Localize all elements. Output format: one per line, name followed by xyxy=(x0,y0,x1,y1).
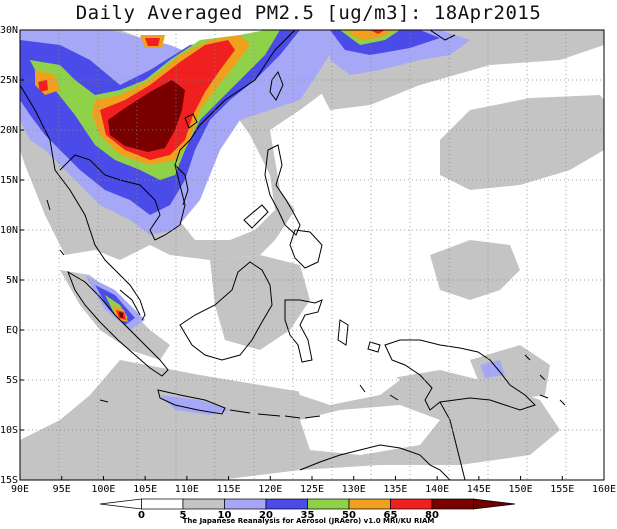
latitude-labels: 30N 25N 20N 15N 10N 5N EQ 5S 10S 15S xyxy=(0,25,24,486)
colorbar: 0 5 10 20 35 50 65 80 xyxy=(99,498,516,521)
colorbar-label: 10 xyxy=(218,510,232,521)
lat-label-10n: 10N xyxy=(0,225,18,236)
lon-label-160e: 160E xyxy=(592,484,616,495)
lon-label-125e: 125E xyxy=(300,484,324,495)
lat-label-25n: 25N xyxy=(0,75,18,86)
map-title: Daily Averaged PM2.5 [ug/m3]: 18Apr2015 xyxy=(75,2,542,24)
lon-label-100e: 100E xyxy=(91,484,115,495)
lat-label-20n: 20N xyxy=(0,125,18,136)
concentration-field xyxy=(20,30,604,480)
grey-haze-ne xyxy=(440,95,604,190)
lon-label-130e: 130E xyxy=(342,484,366,495)
grey-haze-se xyxy=(470,345,550,400)
colorbar-label: 35 xyxy=(301,510,315,521)
grey-haze-borneo xyxy=(210,255,310,350)
lat-label-eq: EQ xyxy=(6,325,18,336)
colorbar-swatch xyxy=(265,498,308,510)
lon-label-120e: 120E xyxy=(258,484,282,495)
colorbar-label: 50 xyxy=(342,510,356,521)
clean-air-banda xyxy=(300,405,440,455)
grey-haze-east xyxy=(430,240,520,300)
colorbar-label: 20 xyxy=(259,510,273,521)
lon-label-155e: 155E xyxy=(550,484,574,495)
graticule xyxy=(20,30,604,480)
lat-label-10s: 10S xyxy=(0,425,18,436)
colorbar-label: 80 xyxy=(425,510,439,521)
red-north xyxy=(370,30,385,34)
lon-label-115e: 115E xyxy=(217,484,241,495)
credit-line: The Japanese Reanalysis for Aerosol (JRA… xyxy=(182,517,435,525)
lat-label-30n: 30N xyxy=(0,25,18,36)
colorbar-label: 0 xyxy=(138,510,145,521)
lon-label-140e: 140E xyxy=(425,484,449,495)
colorbar-swatch xyxy=(473,498,516,510)
colorbar-swatch xyxy=(99,498,142,510)
darkred-sumatra xyxy=(119,312,123,318)
colorbar-swatch xyxy=(224,498,267,510)
colorbar-label: 65 xyxy=(384,510,398,521)
coastlines xyxy=(20,30,566,480)
lat-label-15n: 15N xyxy=(0,175,18,186)
colorbar-swatch xyxy=(307,498,350,510)
colorbar-swatch xyxy=(348,498,391,510)
lightblue-java xyxy=(160,395,230,415)
colorbar-swatch xyxy=(182,498,225,510)
lat-label-15s: 15S xyxy=(0,475,18,486)
colorbar-swatch xyxy=(431,498,474,510)
lat-label-5s: 5S xyxy=(6,375,18,386)
darkred-core xyxy=(108,80,185,152)
lat-label-5n: 5N xyxy=(6,275,18,286)
clean-air-java-sea xyxy=(290,360,400,405)
lon-label-95e: 95E xyxy=(53,484,71,495)
lon-label-90e: 90E xyxy=(11,484,29,495)
orange-north xyxy=(345,30,395,40)
longitude-labels: 90E 95E 100E 105E 110E 115E 120E 125E 130E 135E 14… xyxy=(11,476,616,495)
lon-label-110e: 110E xyxy=(175,484,199,495)
lon-label-150e: 150E xyxy=(509,484,533,495)
lon-label-105e: 105E xyxy=(133,484,157,495)
red-dot-west xyxy=(38,80,48,92)
grey-haze-south xyxy=(20,360,560,480)
lightblue-seram xyxy=(480,360,505,378)
red-top xyxy=(145,38,160,46)
colorbar-label: 5 xyxy=(180,510,187,521)
lon-label-135e: 135E xyxy=(383,484,407,495)
colorbar-swatch xyxy=(141,498,184,510)
lon-label-145e: 145E xyxy=(467,484,491,495)
colorbar-swatch xyxy=(390,498,433,510)
